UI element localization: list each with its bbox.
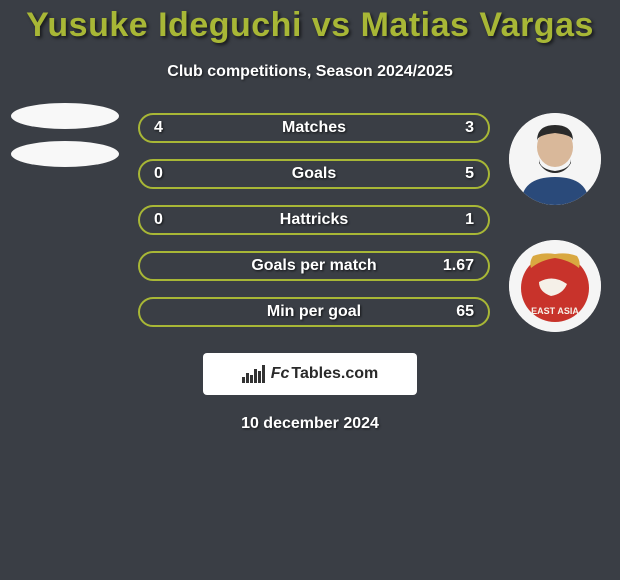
right-player-avatar bbox=[509, 113, 601, 205]
svg-text:EAST ASIA: EAST ASIA bbox=[531, 306, 579, 316]
stat-label: Goals per match bbox=[251, 257, 376, 275]
stat-right-value: 65 bbox=[444, 303, 474, 321]
stat-right-value: 5 bbox=[444, 165, 474, 183]
stat-left-value: 0 bbox=[154, 211, 184, 229]
stat-right-value: 3 bbox=[444, 119, 474, 137]
stat-label: Matches bbox=[282, 119, 346, 137]
stat-row-hattricks: 0 Hattricks 1 bbox=[138, 205, 490, 235]
stat-label: Min per goal bbox=[267, 303, 361, 321]
stat-label: Goals bbox=[292, 165, 336, 183]
stat-right-value: 1.67 bbox=[443, 257, 474, 275]
brand-box[interactable]: FcTables.com bbox=[203, 353, 417, 395]
stats-list: 4 Matches 3 0 Goals 5 0 Hattricks 1 Goal… bbox=[138, 113, 490, 327]
comparison-title: Yusuke Ideguchi vs Matias Vargas bbox=[0, 0, 620, 45]
club-crest-icon: EAST ASIA bbox=[509, 240, 601, 332]
stat-row-matches: 4 Matches 3 bbox=[138, 113, 490, 143]
right-club-badge: EAST ASIA bbox=[509, 240, 601, 332]
left-player-column bbox=[0, 103, 130, 167]
comparison-content: EAST ASIA 4 Matches 3 0 Goals 5 0 Hattri… bbox=[0, 113, 620, 433]
bar-chart-icon bbox=[242, 365, 265, 383]
generation-date: 10 december 2024 bbox=[0, 415, 620, 433]
stat-row-goals-per-match: Goals per match 1.67 bbox=[138, 251, 490, 281]
left-player-placeholder bbox=[11, 103, 119, 129]
stat-row-min-per-goal: Min per goal 65 bbox=[138, 297, 490, 327]
stat-label: Hattricks bbox=[280, 211, 348, 229]
brand-suffix: Tables.com bbox=[291, 365, 378, 383]
right-player-column: EAST ASIA bbox=[495, 113, 615, 332]
stat-row-goals: 0 Goals 5 bbox=[138, 159, 490, 189]
stat-right-value: 1 bbox=[444, 211, 474, 229]
player-photo-icon bbox=[509, 113, 601, 205]
stat-left-value: 4 bbox=[154, 119, 184, 137]
stat-left-value: 0 bbox=[154, 165, 184, 183]
comparison-subtitle: Club competitions, Season 2024/2025 bbox=[0, 63, 620, 81]
brand-prefix: Fc bbox=[271, 365, 290, 383]
left-club-placeholder bbox=[11, 141, 119, 167]
